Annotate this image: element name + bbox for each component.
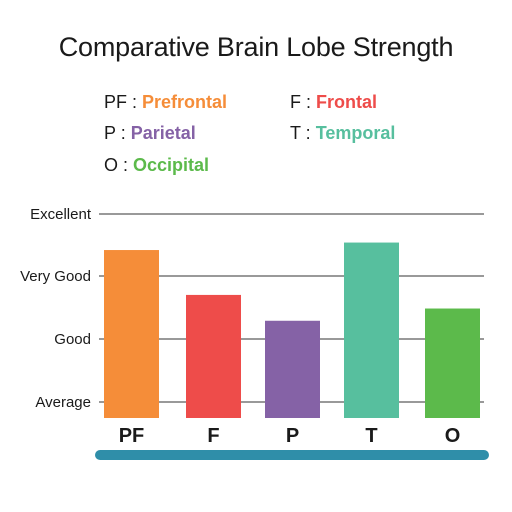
legend-name: Prefrontal	[142, 92, 228, 112]
y-tick-label: Good	[54, 331, 91, 348]
legend-name: Parietal	[130, 123, 196, 143]
legend-separator: :	[300, 123, 316, 143]
bar-f	[186, 294, 241, 418]
legend-item-f: F : Frontal	[290, 92, 377, 113]
legend-abbr: P	[104, 123, 116, 143]
legend-name: Frontal	[316, 92, 378, 112]
legend-separator: :	[118, 155, 134, 175]
x-tick-label: T	[365, 425, 377, 447]
legend-separator: :	[115, 123, 131, 143]
chart-title: Comparative Brain Lobe Strength	[58, 32, 454, 62]
legend-abbr: T	[290, 123, 301, 143]
legend-separator: :	[127, 92, 143, 112]
bar-pf	[104, 250, 159, 418]
legend-abbr: PF	[104, 92, 128, 112]
x-tick-label: F	[207, 425, 219, 447]
legend-item-p: P : Parietal	[104, 123, 196, 144]
y-tick-label: Excellent	[30, 206, 92, 223]
bar-o	[425, 308, 480, 418]
x-tick-label: O	[445, 425, 461, 447]
bar-t	[344, 242, 399, 418]
legend-separator: :	[301, 92, 317, 112]
legend-name: Temporal	[315, 123, 396, 143]
x-tick-label: P	[286, 425, 299, 447]
legend-abbr: F	[290, 92, 301, 112]
y-tick-label: Average	[35, 394, 91, 411]
x-tick-label: PF	[119, 425, 145, 447]
bar-p	[265, 320, 320, 418]
legend-item-o: O : Occipital	[104, 155, 209, 176]
legend-name: Occipital	[133, 155, 210, 175]
legend-item-pf: PF : Prefrontal	[104, 92, 227, 113]
legend-abbr: O	[104, 155, 119, 175]
legend-item-t: T : Temporal	[290, 123, 395, 144]
y-tick-label: Very Good	[20, 268, 91, 285]
